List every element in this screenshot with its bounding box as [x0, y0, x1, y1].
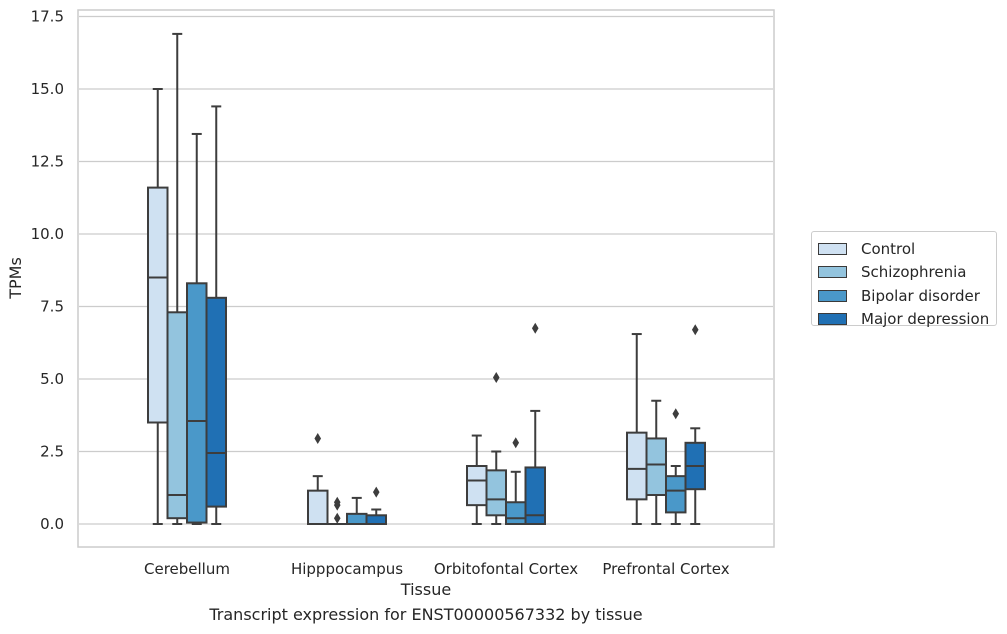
outlier-point [531, 322, 539, 334]
box-major-depression [524, 322, 546, 526]
box-iqr [626, 431, 648, 501]
y-tick-label: 2.5 [40, 443, 64, 461]
outlier-point [492, 372, 500, 384]
box-iqr [205, 296, 227, 508]
y-tick-label: 7.5 [40, 298, 64, 316]
legend-swatch [818, 242, 847, 255]
box-schizophrenia [485, 372, 507, 525]
outlier-point [333, 496, 341, 508]
boxes-layer [147, 32, 706, 526]
outlier-point [314, 432, 322, 444]
x-tick-label: Cerebellum [144, 560, 230, 578]
outlier-point [672, 408, 680, 420]
box-schizophrenia [166, 32, 188, 525]
box-iqr [466, 465, 488, 507]
box-iqr [524, 466, 546, 526]
chart-caption: Transcript expression for ENST0000056733… [209, 605, 643, 624]
legend-swatch [818, 289, 847, 302]
box-bipolar-disorder [186, 132, 208, 525]
box-iqr [346, 512, 368, 525]
box-schizophrenia [326, 496, 348, 526]
legend-label: Bipolar disorder [861, 286, 980, 305]
legend-swatch [818, 266, 847, 279]
box-major-depression [365, 486, 387, 525]
box-iqr [665, 475, 687, 514]
x-tick-label: Prefrontal Cortex [602, 560, 729, 578]
legend-swatch [818, 313, 847, 326]
box-iqr [166, 311, 188, 520]
y-tick-label: 15.0 [31, 80, 64, 98]
box-iqr [485, 469, 507, 517]
y-tick-labels: 0.0 2.5 5.0 7.5 10.0 12.5 15.0 17.5 [31, 8, 64, 534]
legend-label: Schizophrenia [861, 263, 967, 282]
box-iqr [147, 186, 169, 424]
y-tick-label: 12.5 [31, 153, 64, 171]
outlier-point [512, 437, 520, 449]
box-control [307, 432, 329, 525]
box-bipolar-disorder [346, 496, 368, 525]
legend-item: Schizophrenia [818, 261, 996, 285]
y-tick-label: 5.0 [40, 370, 64, 388]
y-axis-label: TPMs [6, 257, 25, 300]
x-axis-label: Tissue [400, 580, 451, 599]
box-control [466, 434, 488, 525]
box-control [147, 88, 169, 525]
box-control [626, 333, 648, 525]
box-bipolar-disorder [665, 408, 687, 525]
legend-item: Bipolar disorder [818, 284, 996, 308]
x-tick-label: Orbitofontal Cortex [434, 560, 578, 578]
legend-item: Control [818, 237, 996, 261]
x-tick-labels: Cerebellum Hipppocampus Orbitofontal Corte… [144, 560, 730, 578]
box-bipolar-disorder [505, 437, 527, 525]
y-tick-label: 10.0 [31, 225, 64, 243]
outlier-point [691, 324, 699, 336]
box-iqr [365, 514, 387, 525]
legend-label: Major depression [861, 310, 990, 329]
box-major-depression [684, 324, 706, 525]
y-tick-label: 0.0 [40, 515, 64, 533]
x-tick-label: Hipppocampus [291, 560, 403, 578]
y-tick-label: 17.5 [31, 8, 64, 26]
legend-item: Major depression [818, 308, 996, 332]
legend-label: Control [861, 239, 916, 258]
box-iqr [307, 489, 329, 525]
outlier-point [333, 512, 341, 524]
box-schizophrenia [645, 399, 667, 525]
box-iqr [186, 282, 208, 524]
box-iqr [645, 437, 667, 497]
box-major-depression [205, 105, 227, 525]
box-iqr [505, 501, 527, 525]
outlier-point [372, 486, 380, 498]
legend: Control Schizophrenia Bipolar disorder Majo… [811, 231, 997, 328]
plot-frame [77, 9, 775, 548]
